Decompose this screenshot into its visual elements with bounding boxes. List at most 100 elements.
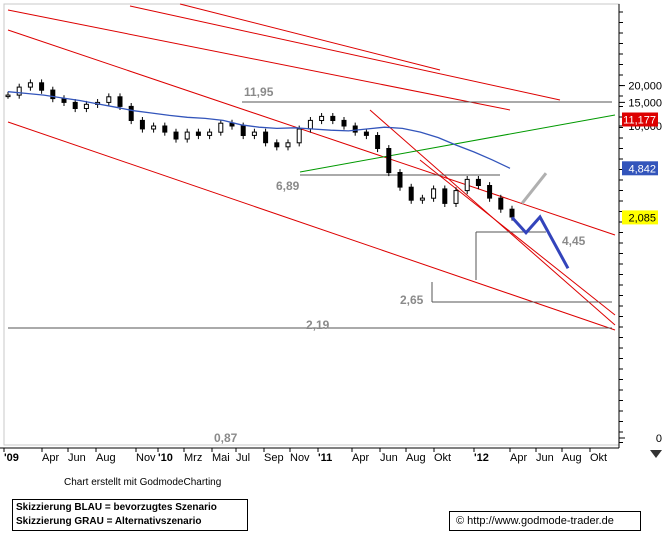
x-tick-label: Sep bbox=[264, 452, 284, 464]
candle-body bbox=[195, 131, 201, 136]
price-box bbox=[622, 161, 658, 176]
scroll-arrow-icon[interactable] bbox=[650, 450, 662, 458]
candle-body bbox=[419, 197, 425, 201]
candle-body bbox=[464, 178, 470, 192]
x-tick-label: '11 bbox=[318, 452, 332, 464]
candle-body bbox=[307, 119, 313, 130]
candle-body bbox=[475, 178, 481, 186]
x-tick-label: Nov bbox=[136, 452, 156, 464]
candle-body bbox=[352, 125, 358, 133]
candle-body bbox=[83, 103, 89, 110]
candle-body bbox=[16, 86, 22, 96]
y-axis-minor-ticks bbox=[619, 11, 623, 443]
candle-body bbox=[151, 125, 157, 130]
moving-average bbox=[7, 91, 511, 169]
x-tick-label: Nov bbox=[290, 452, 310, 464]
x-tick-label: '09 bbox=[4, 452, 19, 464]
candle-body bbox=[386, 148, 392, 174]
level-label: 6,89 bbox=[276, 179, 300, 193]
price-box-label: 4,842 bbox=[628, 163, 656, 175]
candle-body bbox=[184, 131, 190, 140]
trend-line bbox=[7, 9, 511, 111]
level-label: 2,19 bbox=[306, 318, 330, 332]
candle-body bbox=[27, 82, 33, 88]
x-tick-label: Aug bbox=[562, 452, 582, 464]
trend-line bbox=[299, 114, 616, 173]
price-box bbox=[622, 210, 658, 225]
price-box bbox=[622, 112, 658, 127]
candle-body bbox=[487, 185, 493, 199]
level-label: 11,95 bbox=[244, 85, 274, 99]
y-tick-label: 15,000 bbox=[628, 97, 662, 109]
price-box-label: 11,177 bbox=[623, 115, 656, 127]
candle-body bbox=[72, 101, 78, 110]
candle-body bbox=[363, 131, 369, 136]
candle-body bbox=[274, 142, 280, 148]
level-label: 0,87 bbox=[214, 431, 238, 445]
trend-line bbox=[7, 121, 616, 331]
level-labels: 11,95 6,89 4,45 2,65 2,19 0,87 bbox=[214, 85, 586, 445]
y-tick-label: 0 bbox=[656, 433, 662, 445]
copyright-symbol: © bbox=[456, 515, 465, 527]
candle-body bbox=[341, 119, 347, 127]
candle-body bbox=[251, 131, 257, 136]
x-tick-label: Jun bbox=[380, 452, 398, 464]
candle-body bbox=[431, 188, 437, 199]
x-tick-label: Apr bbox=[510, 452, 527, 464]
price-boxes: 11,177 4,842 2,085 bbox=[622, 112, 658, 225]
candle-body bbox=[509, 208, 515, 218]
x-axis-ticks: '09 Apr Jun Aug Nov '10 Mrz Mai Jul Sep Nov '11 Apr J… bbox=[3, 448, 607, 464]
x-tick-label: '10 bbox=[158, 452, 173, 464]
x-tick-label: Mai bbox=[212, 452, 230, 464]
candle-body bbox=[408, 186, 414, 201]
x-tick-label: Jun bbox=[68, 452, 86, 464]
x-tick-label: Apr bbox=[352, 452, 369, 464]
candle-body bbox=[5, 94, 11, 98]
candle-body bbox=[330, 115, 336, 122]
candle-body bbox=[498, 197, 504, 210]
scenario-sketches bbox=[510, 172, 570, 270]
scenario-blue-line bbox=[510, 214, 570, 270]
candle-body bbox=[117, 96, 123, 107]
candle-body bbox=[285, 142, 291, 148]
x-tick-label: Jun bbox=[536, 452, 554, 464]
level-label: 2,65 bbox=[400, 293, 424, 307]
price-box-label: 2,085 bbox=[628, 212, 656, 224]
trend-lines bbox=[7, 3, 616, 331]
x-tick-label: Mrz bbox=[184, 452, 202, 464]
candle-body bbox=[319, 115, 325, 122]
x-tick-label: '12 bbox=[474, 452, 489, 464]
candle-body bbox=[207, 131, 213, 136]
candle-body bbox=[39, 82, 45, 91]
candle-body bbox=[375, 135, 381, 149]
candle-body bbox=[263, 131, 269, 144]
x-tick-label: Okt bbox=[590, 452, 607, 464]
x-tick-label: Aug bbox=[406, 452, 426, 464]
candle-body bbox=[218, 122, 224, 133]
candle-body bbox=[442, 188, 448, 204]
trend-line bbox=[129, 5, 561, 101]
candle-body bbox=[453, 190, 459, 204]
source-url: http://www.godmode-trader.de bbox=[467, 515, 614, 527]
moving-average-line bbox=[7, 91, 511, 169]
trend-line bbox=[179, 3, 441, 71]
candle-body bbox=[50, 89, 56, 100]
source-link[interactable]: © http://www.godmode-trader.de bbox=[449, 511, 641, 531]
trend-line bbox=[7, 29, 616, 236]
scenario-legend: Skizzierung BLAU = bevorzugtes Szenario … bbox=[12, 499, 248, 531]
x-tick-label: Jul bbox=[236, 452, 250, 464]
candle-body bbox=[229, 122, 235, 127]
candle-body bbox=[139, 119, 145, 130]
trend-line bbox=[419, 159, 616, 316]
chart-credit: Chart erstellt mit GodmodeCharting bbox=[64, 477, 222, 488]
y-tick-label: 20,000 bbox=[628, 81, 662, 93]
x-tick-label: Apr bbox=[42, 452, 59, 464]
candle-body bbox=[106, 96, 112, 103]
scenario-gray-line bbox=[520, 172, 548, 205]
candle-body bbox=[240, 125, 246, 136]
candle-body bbox=[296, 128, 302, 144]
x-tick-label: Okt bbox=[434, 452, 451, 464]
candle-body bbox=[173, 131, 179, 140]
